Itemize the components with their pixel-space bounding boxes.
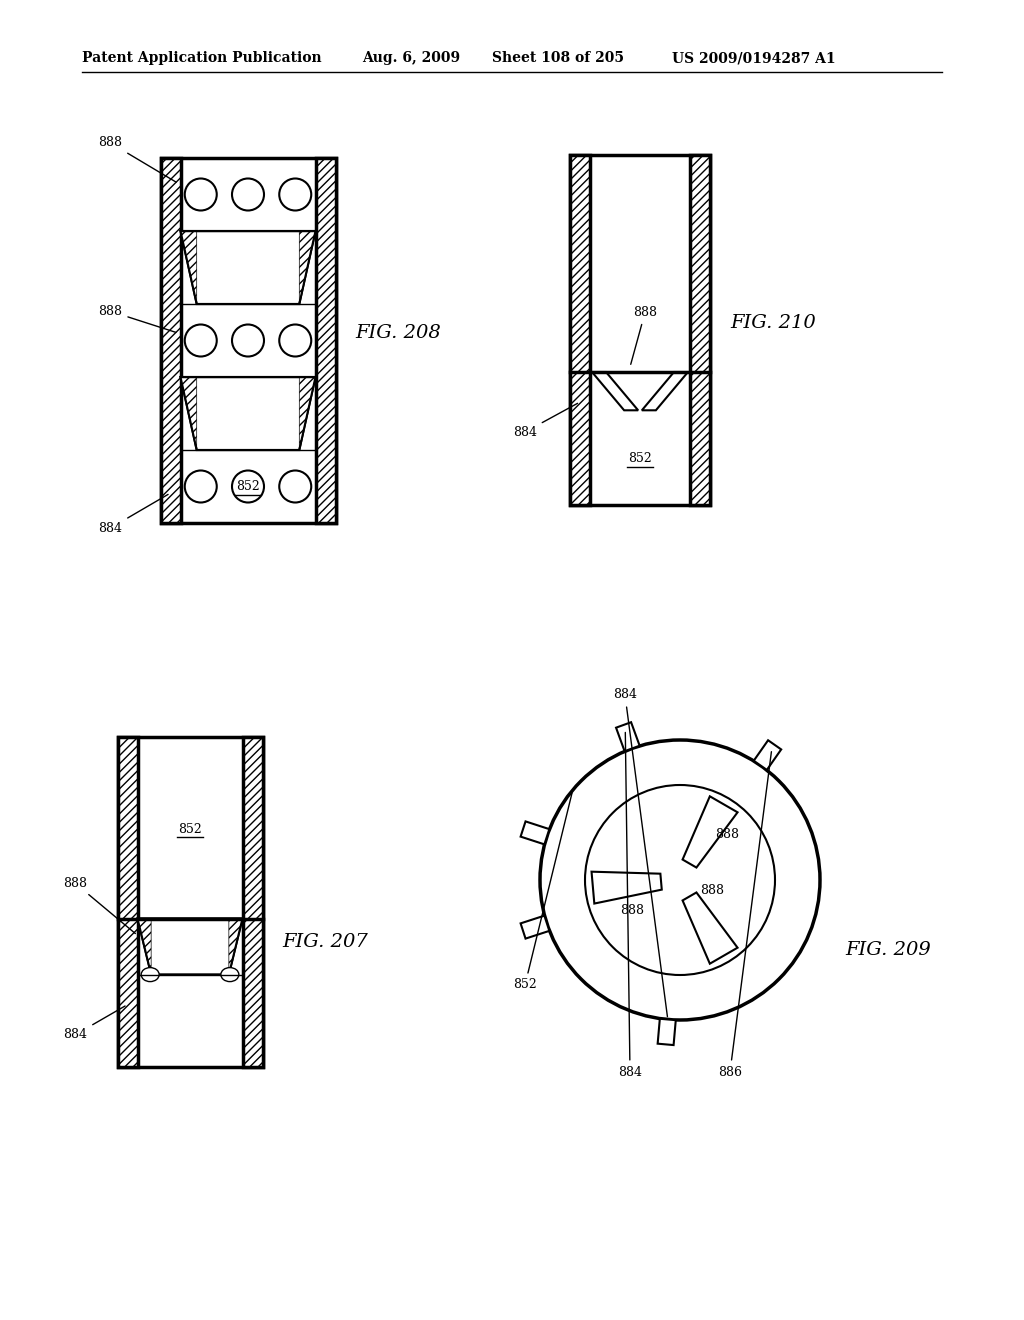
Ellipse shape [141,968,159,982]
Polygon shape [592,871,662,904]
Text: 884: 884 [613,689,668,1016]
Text: FIG. 207: FIG. 207 [283,933,369,950]
Circle shape [184,325,217,356]
Polygon shape [180,231,197,304]
Text: FIG. 208: FIG. 208 [355,325,441,342]
Polygon shape [616,722,640,751]
Text: 886: 886 [718,751,771,1078]
Text: 888: 888 [98,305,176,333]
Bar [161,158,180,523]
Bar [118,737,137,1067]
Bar [161,158,336,523]
Bar [570,154,590,506]
Text: Sheet 108 of 205: Sheet 108 of 205 [492,51,624,65]
Text: FIG. 209: FIG. 209 [845,941,931,960]
Circle shape [184,470,217,503]
Polygon shape [520,821,549,845]
Bar [690,154,710,506]
Text: 884: 884 [513,404,578,438]
Text: 852: 852 [178,822,202,836]
Text: US 2009/0194287 A1: US 2009/0194287 A1 [672,51,836,65]
Text: 852: 852 [237,480,260,492]
Polygon shape [180,231,315,304]
Polygon shape [642,372,688,411]
Text: Aug. 6, 2009: Aug. 6, 2009 [362,51,460,65]
Text: 888: 888 [98,136,176,182]
Text: 852: 852 [628,451,652,465]
Text: 852: 852 [513,793,572,991]
Polygon shape [299,378,315,450]
Polygon shape [520,916,549,939]
Circle shape [232,470,264,503]
Polygon shape [180,378,315,450]
Wedge shape [540,741,820,1020]
Bar [315,158,336,523]
Bar [570,154,590,506]
Bar [690,154,710,506]
Text: 884: 884 [618,733,642,1078]
Bar [118,737,262,1067]
Circle shape [184,178,217,210]
Text: Patent Application Publication: Patent Application Publication [82,51,322,65]
Polygon shape [180,378,197,450]
Polygon shape [137,919,152,974]
Polygon shape [592,372,638,411]
Text: 888: 888 [700,883,724,896]
Circle shape [280,325,311,356]
Bar [161,158,180,523]
Bar [315,158,336,523]
Text: 888: 888 [63,876,135,933]
Circle shape [232,178,264,210]
Bar [118,737,137,1067]
Text: 884: 884 [63,1006,125,1041]
Bar [243,737,262,1067]
Bar [570,154,710,506]
Text: FIG. 210: FIG. 210 [730,314,816,333]
Polygon shape [683,796,737,867]
Polygon shape [683,892,737,964]
Text: 888: 888 [631,306,657,364]
Polygon shape [754,741,781,770]
Text: 884: 884 [98,495,168,535]
Text: 888: 888 [715,829,739,842]
Ellipse shape [221,968,239,982]
Polygon shape [228,919,243,974]
Circle shape [585,785,775,975]
Circle shape [232,325,264,356]
Polygon shape [657,1019,676,1045]
Circle shape [280,178,311,210]
Bar [243,737,262,1067]
Circle shape [535,735,825,1026]
Text: 888: 888 [620,903,644,916]
Polygon shape [137,919,243,974]
Polygon shape [299,231,315,304]
Circle shape [280,470,311,503]
